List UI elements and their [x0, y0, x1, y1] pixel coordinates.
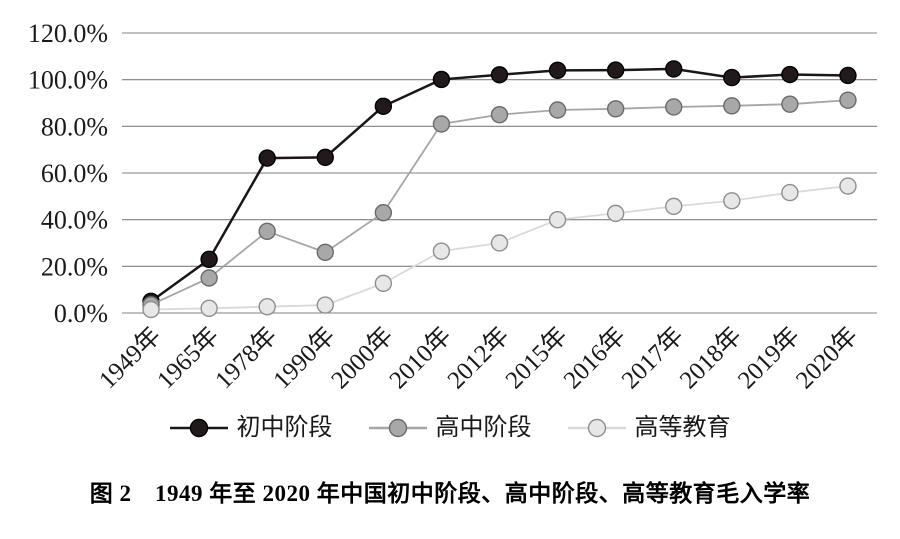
data-point-marker [258, 222, 276, 241]
y-axis-tick-label: 80.0% [41, 112, 108, 141]
figure-caption: 图 2 1949 年至 2020 年中国初中阶段、高中阶段、高等教育毛入学率 [89, 481, 811, 506]
data-point-marker [781, 65, 799, 84]
x-axis-tick-label: 2015年 [500, 321, 573, 394]
legend-marker-icon [567, 418, 626, 438]
data-point-marker [316, 148, 334, 167]
data-point-marker [490, 234, 509, 252]
data-point-marker [200, 299, 218, 318]
data-point-marker [490, 66, 509, 84]
x-axis-tick-label: 1990年 [268, 321, 341, 394]
data-point-marker [723, 68, 741, 87]
data-point-marker [432, 242, 451, 260]
x-axis-tick-label: 1949年 [93, 321, 166, 394]
legend-item: 高等教育 [567, 415, 731, 441]
y-axis-tick-label: 20.0% [41, 252, 108, 281]
x-axis-tick-label: 2019年 [732, 321, 805, 394]
y-axis-tick-label: 0.0% [54, 299, 108, 328]
x-axis-tick-label: 2012年 [442, 321, 515, 394]
data-point-marker [781, 183, 799, 202]
x-axis-tick-label: 2017年 [616, 321, 689, 394]
data-point-marker [606, 61, 625, 79]
chart-legend: 初中阶段 高中阶段 高等教育 [0, 404, 900, 440]
data-point-marker [839, 66, 857, 85]
data-point-marker [142, 300, 160, 319]
y-axis-tick-label: 40.0% [41, 206, 108, 235]
y-axis-tick-label: 100.0% [28, 66, 108, 95]
data-point-marker [374, 203, 393, 222]
data-point-marker [432, 115, 451, 133]
data-point-marker [200, 250, 218, 269]
data-point-marker [200, 269, 218, 287]
data-point-marker [839, 91, 857, 109]
data-point-marker [548, 210, 567, 229]
legend-marker-icon [368, 418, 427, 438]
legend-label: 高等教育 [634, 415, 731, 441]
data-point-marker [490, 105, 509, 124]
legend-marker-icon [169, 418, 228, 438]
x-axis-tick-label: 1965年 [152, 321, 225, 394]
y-axis-tick-label: 60.0% [41, 159, 108, 188]
x-axis-tick-label: 2000年 [326, 321, 399, 394]
data-point-marker [258, 298, 276, 316]
data-point-marker [548, 61, 567, 80]
data-point-marker [723, 97, 741, 115]
x-axis-tick-label: 1978年 [210, 321, 283, 394]
data-point-marker [432, 70, 451, 89]
data-point-marker [723, 192, 741, 210]
data-point-marker [548, 101, 567, 119]
enrollment-line-chart: 0.0% 20.0% 40.0% 60.0% 80.0% 100.0% 120.0% 1949… [28, 19, 877, 394]
legend-label: 高中阶段 [435, 415, 532, 441]
data-point-marker [374, 274, 393, 293]
data-point-marker [606, 100, 625, 118]
data-point-marker [374, 97, 393, 115]
series-line [150, 99, 849, 306]
legend-label: 初中阶段 [236, 415, 333, 441]
data-point-marker [781, 95, 799, 113]
x-axis-tick-label: 2018年 [674, 321, 747, 394]
data-point-marker [606, 204, 625, 223]
legend-item: 高中阶段 [368, 415, 532, 441]
data-point-marker [258, 149, 276, 167]
data-point-marker [316, 243, 334, 262]
x-axis-tick-label: 2010年 [384, 321, 457, 394]
legend-item: 初中阶段 [169, 415, 333, 441]
data-point-marker [665, 98, 683, 116]
data-point-marker [665, 197, 683, 216]
data-point-marker [839, 177, 857, 195]
y-axis-tick-label: 120.0% [28, 19, 108, 48]
x-axis-tick-label: 2020年 [790, 321, 863, 394]
x-axis-tick-label: 2016年 [558, 321, 631, 394]
data-point-marker [665, 60, 683, 78]
data-point-marker [316, 296, 334, 314]
